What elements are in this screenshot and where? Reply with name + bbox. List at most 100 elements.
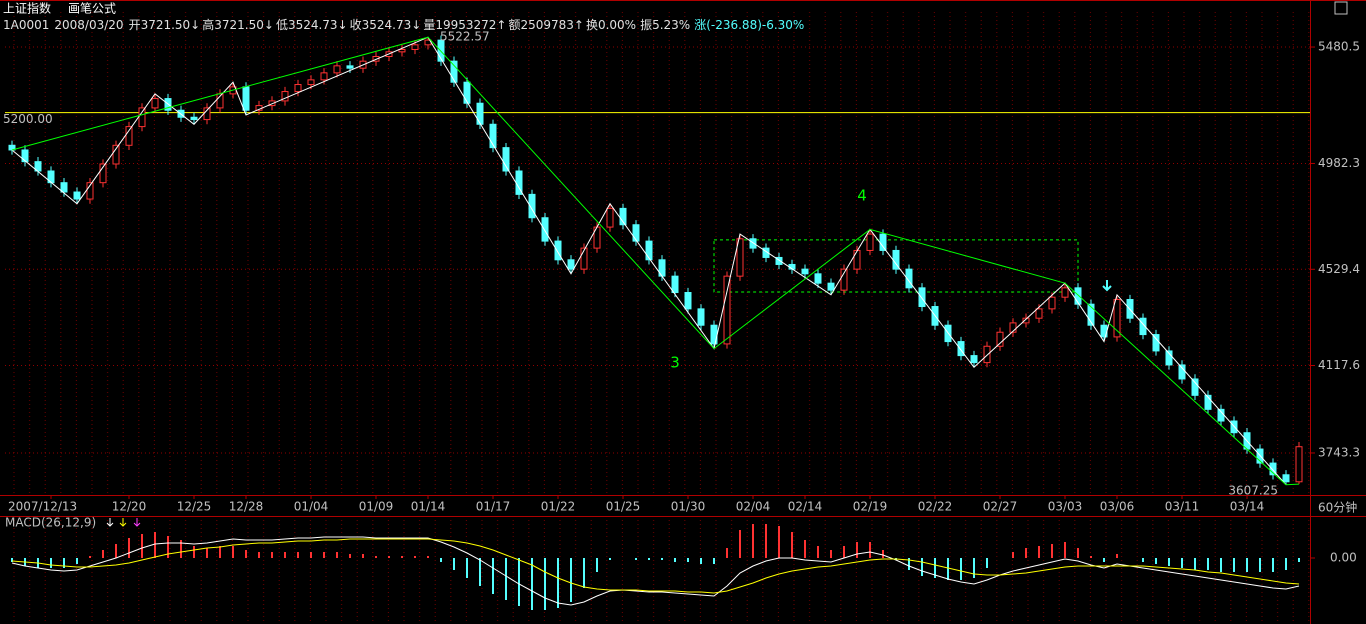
macd-title: MACD(26,12,9) xyxy=(5,516,96,530)
date: 2008/03/20 xyxy=(54,18,123,32)
candle-body xyxy=(905,268,913,289)
candle-body xyxy=(996,331,1004,347)
candle-body xyxy=(190,116,198,121)
candle-body xyxy=(632,224,640,242)
quote: 振5.23% xyxy=(640,18,690,32)
candle-body xyxy=(398,48,406,53)
quote-line: 1A0001 2008/03/20 开3721.50↓ 高3721.50↓ 低3524.… xyxy=(3,17,804,32)
y-tick-label: 3743.3 xyxy=(1318,445,1360,459)
quote: 高3721.50↓ xyxy=(202,17,274,32)
index-name: 上证指数 xyxy=(3,1,51,16)
macd-dea-line xyxy=(11,538,1300,594)
candle-body xyxy=(281,91,289,102)
x-tick-label: 03/11 xyxy=(1165,500,1200,514)
price-label: 3607.25 xyxy=(1228,483,1278,497)
quote: 收3524.73↓ xyxy=(350,18,422,32)
candle-body xyxy=(1009,322,1017,333)
candle-body xyxy=(450,60,458,83)
candle-body xyxy=(1035,308,1043,319)
vertical-grid xyxy=(5,517,1310,624)
window-button[interactable] xyxy=(1334,1,1348,15)
pattern-box xyxy=(713,239,1079,293)
x-tick-label: 03/06 xyxy=(1100,500,1135,514)
x-tick-label: 01/30 xyxy=(671,500,706,514)
candle-body xyxy=(73,191,81,200)
candle-body xyxy=(1061,287,1069,298)
candle-body xyxy=(814,273,822,284)
x-tick-label: 01/14 xyxy=(411,500,446,514)
arrow-icon xyxy=(106,518,114,527)
y-tick-label: 4529.4 xyxy=(1318,262,1360,276)
quote: 额2509783↑ xyxy=(508,18,584,32)
y-tick-label: 5480.5 xyxy=(1318,40,1360,54)
candle-body xyxy=(840,268,848,291)
candle-body xyxy=(762,247,770,258)
candle-body xyxy=(138,107,146,128)
candle-body xyxy=(853,249,861,270)
x-tick-label: 02/22 xyxy=(918,500,953,514)
x-tick-label: 02/14 xyxy=(788,500,823,514)
y-tick-label: 4117.6 xyxy=(1318,358,1360,372)
candle-body xyxy=(801,268,809,275)
candle-body xyxy=(1074,287,1082,305)
quote: 量19953272↑ xyxy=(423,18,506,32)
candle-body xyxy=(1165,350,1173,366)
candle-body xyxy=(957,341,965,357)
candle-body xyxy=(697,308,705,326)
x-tick-label: 03/03 xyxy=(1048,500,1083,514)
candle-body xyxy=(307,79,315,86)
candle-body xyxy=(99,163,107,184)
quote: 换0.00% xyxy=(586,18,636,32)
code: 1A0001 xyxy=(3,18,49,32)
x-tick-label: 03/14 xyxy=(1230,500,1265,514)
x-tick-label: 12/25 xyxy=(177,500,212,514)
candle-body xyxy=(619,207,627,226)
candle-body xyxy=(489,123,497,149)
x-tick-label: 01/25 xyxy=(606,500,641,514)
level-label: 5200.00 xyxy=(3,112,53,126)
candle-body xyxy=(333,65,341,74)
candle-body xyxy=(866,233,874,251)
arrow-icon xyxy=(119,518,127,527)
candle-body xyxy=(1191,378,1199,396)
candle-body xyxy=(684,292,692,310)
candle-body xyxy=(268,100,276,107)
candle-body xyxy=(60,182,68,193)
y-tick-label: 4982.3 xyxy=(1318,156,1360,170)
candle-body xyxy=(86,182,94,200)
x-tick-label: 01/09 xyxy=(359,500,394,514)
candle-body xyxy=(749,238,757,249)
candle-body xyxy=(1204,394,1212,410)
candle-body xyxy=(1269,462,1277,476)
vertical-grid xyxy=(5,10,1310,495)
candle-body xyxy=(528,193,536,219)
candle-body xyxy=(1295,446,1303,483)
candle-body xyxy=(879,233,887,251)
candle-body xyxy=(1022,317,1030,324)
macd-dif-line xyxy=(11,536,1300,606)
arrow-icon xyxy=(133,518,141,527)
candle-body xyxy=(502,147,510,172)
x-tick-label: 02/27 xyxy=(983,500,1018,514)
price-label: 5522.57 xyxy=(440,30,490,44)
candle-body xyxy=(372,56,380,62)
stroke-line xyxy=(11,36,1300,486)
candle-body xyxy=(723,275,731,345)
candle-body xyxy=(983,345,991,364)
candle-body xyxy=(918,287,926,308)
x-tick-label: 01/22 xyxy=(541,500,576,514)
macd-arrows xyxy=(106,518,141,527)
x-tick-label: 12/20 xyxy=(112,500,147,514)
candle-body xyxy=(645,240,653,261)
candle-body xyxy=(242,86,250,111)
candle-body xyxy=(411,44,419,50)
macd-tick-label: 0.00 xyxy=(1330,551,1357,565)
candle-body xyxy=(151,98,159,109)
candle-body xyxy=(775,256,783,265)
candle-body xyxy=(125,126,133,146)
candle-body xyxy=(320,72,328,81)
candle-body xyxy=(346,65,354,69)
